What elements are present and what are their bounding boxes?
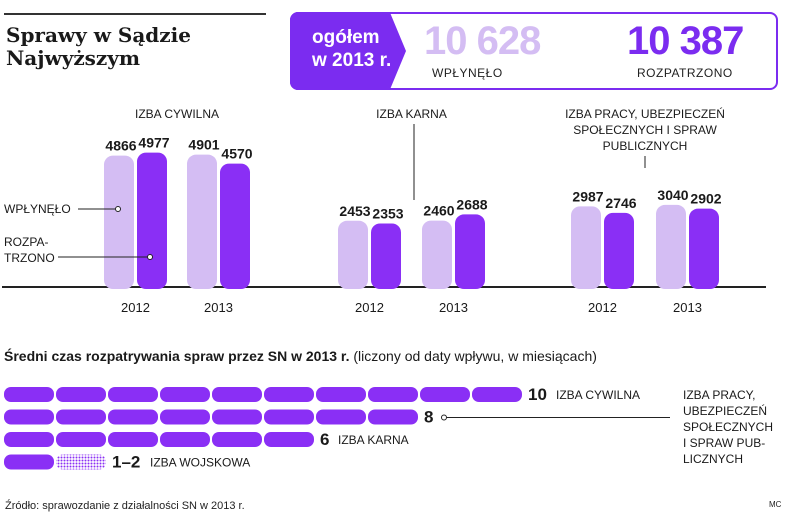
group-label-2-1: SPOŁECZNYCH I SPRAW [573,123,717,137]
legend-received-dot [115,206,121,212]
bar-value-processed-2-1: 2902 [690,191,721,207]
x-tick-2-2012: 2012 [588,300,617,315]
bar-processed-1-0 [371,223,401,289]
bar-value-received-0-1: 4901 [188,137,219,153]
duration-label-0: IZBA CYWILNA [556,388,640,402]
totals-arrow-badge [290,12,406,90]
duration-seg-0-5 [264,387,314,402]
x-tick-2-2013: 2013 [673,300,702,315]
duration-seg-0-0 [4,387,54,402]
x-tick-0-2012: 2012 [121,300,150,315]
duration-seg-1-7 [368,409,418,425]
total-processed-value: 10 387 [627,19,744,63]
duration-seg-0-4 [212,387,262,402]
duration-chart-title: Średni czas rozpatrywania spraw przez SN… [4,347,597,364]
bar-value-processed-1-1: 2688 [456,196,487,212]
bar-processed-2-0 [604,212,634,289]
bar-processed-2-1 [689,208,719,289]
duration-seg-0-3 [160,387,210,402]
duration-seg-2-2 [108,432,158,447]
duration-label-1-4: LICZNYCH [683,452,743,466]
duration-leader-dot-1 [441,414,447,421]
x-tick-1-2013: 2013 [439,300,468,315]
x-tick-1-2012: 2012 [355,300,384,315]
duration-seg-0-9 [472,387,522,402]
duration-value-0: 10 [528,385,547,404]
total-received-label: WPŁYNĘŁO [432,66,503,80]
bar-received-1-0 [338,220,368,289]
group-label-2-2: PUBLICZNYCH [603,139,688,153]
bar-received-1-1 [422,220,452,289]
bar-value-received-2-0: 2987 [572,188,603,204]
duration-seg-1-0 [4,409,54,425]
duration-seg-3-0 [4,454,54,470]
duration-value-2: 6 [320,430,329,449]
duration-seg-1-6 [316,409,366,425]
totals-label: ogółem w 2013 r. [312,26,391,72]
duration-seg-range-3-1 [56,454,106,470]
duration-label-1-1: UBEZPIECZEŃ [683,403,767,418]
duration-value-1: 8 [424,408,433,427]
duration-seg-1-4 [212,409,262,425]
author-credit: MC [769,500,782,509]
duration-value-3: 1–2 [112,453,140,472]
duration-label-1-3: I SPRAW PUB- [683,436,765,450]
x-tick-0-2013: 2013 [204,300,233,315]
duration-seg-2-3 [160,432,210,447]
source-note: Źródło: sprawozdanie z działalności SN w… [5,500,245,512]
bar-received-2-1 [656,204,686,289]
duration-seg-2-5 [264,432,314,447]
duration-seg-0-8 [420,387,470,402]
duration-label-3: IZBA WOJSKOWA [150,456,250,470]
bar-value-processed-1-0: 2353 [372,205,403,221]
total-processed-label: ROZPATRZONO [637,66,733,80]
legend-processed-label-1: ROZPA- [4,235,48,249]
bar-value-processed-0-1: 4570 [221,146,252,162]
bar-value-received-1-0: 2453 [339,203,370,219]
duration-seg-1-5 [264,409,314,425]
legend-processed-label-2: TRZONO [4,251,55,265]
bar-processed-1-1 [455,214,485,289]
chart-title-line-1: Sprawy w Sądzie [6,23,191,47]
duration-seg-1-2 [108,409,158,425]
top-rule [4,13,266,15]
bar-value-received-0-0: 4866 [105,138,136,154]
duration-seg-1-3 [160,409,210,425]
duration-seg-2-1 [56,432,106,447]
duration-seg-0-7 [368,387,418,402]
bar-processed-0-1 [220,163,250,289]
duration-seg-2-0 [4,432,54,447]
group-label-2-0: IZBA PRACY, UBEZPIECZEŃ [565,106,725,121]
duration-label-1-2: SPOŁECZNYCH [683,420,773,434]
bar-processed-0-0 [137,152,167,289]
bar-value-received-2-1: 3040 [657,187,688,203]
duration-seg-0-2 [108,387,158,402]
chart-title-line-2: Najwyższym [6,46,141,70]
duration-seg-2-4 [212,432,262,447]
chart-title: Sprawy w Sądzie Najwyższym [6,24,206,70]
bar-value-processed-2-0: 2746 [605,195,636,211]
duration-seg-1-1 [56,409,106,425]
bar-received-2-0 [571,206,601,289]
legend-processed-dot [147,254,153,260]
duration-chart-title-main: Średni czas rozpatrywania spraw przez SN… [4,347,353,364]
bar-received-0-0 [104,155,134,289]
totals-label-line-1: ogółem [312,27,380,48]
totals-label-line-2: w 2013 r. [312,50,392,71]
bar-received-0-1 [187,154,217,289]
group-label-0-0: IZBA CYWILNA [135,107,219,121]
total-received-value: 10 628 [424,19,541,63]
duration-label-1-0: IZBA PRACY, [683,388,755,402]
legend-received-label: WPŁYNĘŁO [4,202,71,216]
duration-chart-subtitle: (liczony od daty wpływu, w miesiącach) [353,348,597,364]
bar-value-processed-0-0: 4977 [138,135,169,151]
bar-value-received-1-1: 2460 [423,203,454,219]
totals-panel: ogółem w 2013 r. 10 628 WPŁYNĘŁO 10 387 … [290,12,778,90]
duration-seg-0-1 [56,387,106,402]
duration-seg-0-6 [316,387,366,402]
group-label-1-0: IZBA KARNA [376,107,447,121]
duration-label-2: IZBA KARNA [338,433,409,447]
